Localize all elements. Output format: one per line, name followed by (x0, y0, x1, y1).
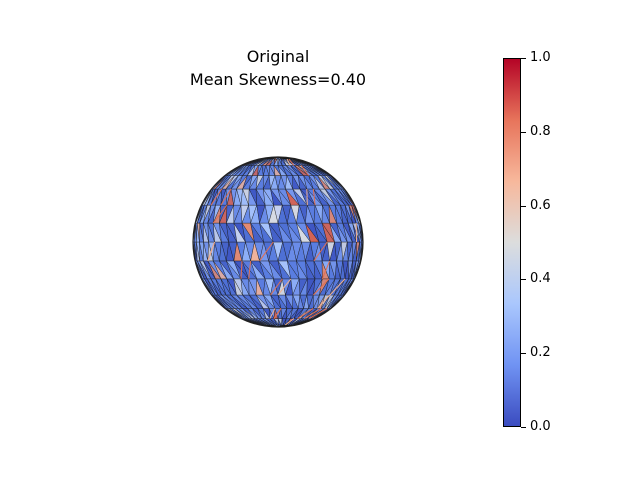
colorbar-tick-label: 0.8 (530, 124, 551, 139)
colorbar-tick-label: 0.6 (530, 198, 551, 213)
colorbar-tick (521, 427, 526, 428)
mesh-high-skew-edge (273, 308, 282, 319)
colorbar-tick-label: 1.0 (530, 50, 551, 65)
mesh-triangles (193, 157, 363, 327)
colorbar-tick-label: 0.2 (530, 345, 551, 360)
mesh-high-skew-edge (308, 308, 328, 320)
mesh-high-skew-edge (277, 278, 292, 296)
mesh-high-skew-edge (269, 308, 276, 319)
mesh-high-skew-edge (259, 241, 274, 262)
mesh-high-skew-edge (303, 308, 322, 320)
mesh-high-skew-edge (240, 260, 243, 279)
mesh-high-skew-edge (248, 260, 252, 279)
mesh-high-skew-edge (207, 241, 216, 262)
mesh-high-skew-edge (297, 308, 314, 320)
mesh-high-skew-edge (313, 241, 328, 262)
colorbar-tick (521, 279, 526, 280)
mesh-high-skew-edge (212, 204, 228, 224)
mesh-high-skew-edge (210, 188, 223, 206)
mesh-high-skew-edge (317, 294, 331, 309)
colorbar-tick (521, 58, 526, 59)
plot-subtitle: Mean Skewness=0.40 (189, 70, 367, 89)
mesh-high-skew-edge (220, 188, 232, 206)
mesh-high-skew-edge (312, 278, 330, 296)
colorbar-tick (521, 206, 526, 207)
mesh-high-skew-edge (300, 165, 310, 176)
colorbar (503, 58, 521, 427)
mesh-high-skew-edge (286, 158, 291, 166)
mesh-high-skew-edge (284, 318, 295, 326)
mesh-high-skew-edge (288, 158, 295, 166)
mesh-high-skew-edge (312, 188, 316, 206)
colorbar-tick (521, 353, 526, 354)
plot-title: Original (246, 47, 310, 66)
mesh-high-skew-edge (321, 260, 331, 280)
colorbar-tick-label: 0.0 (530, 419, 551, 434)
sphere-outline (192, 156, 364, 328)
colorbar-tick-label: 0.4 (530, 271, 551, 286)
colorbar-tick (521, 132, 526, 133)
mesh-high-skew-edge (329, 278, 346, 296)
mesh-high-skew-edge (270, 278, 283, 296)
